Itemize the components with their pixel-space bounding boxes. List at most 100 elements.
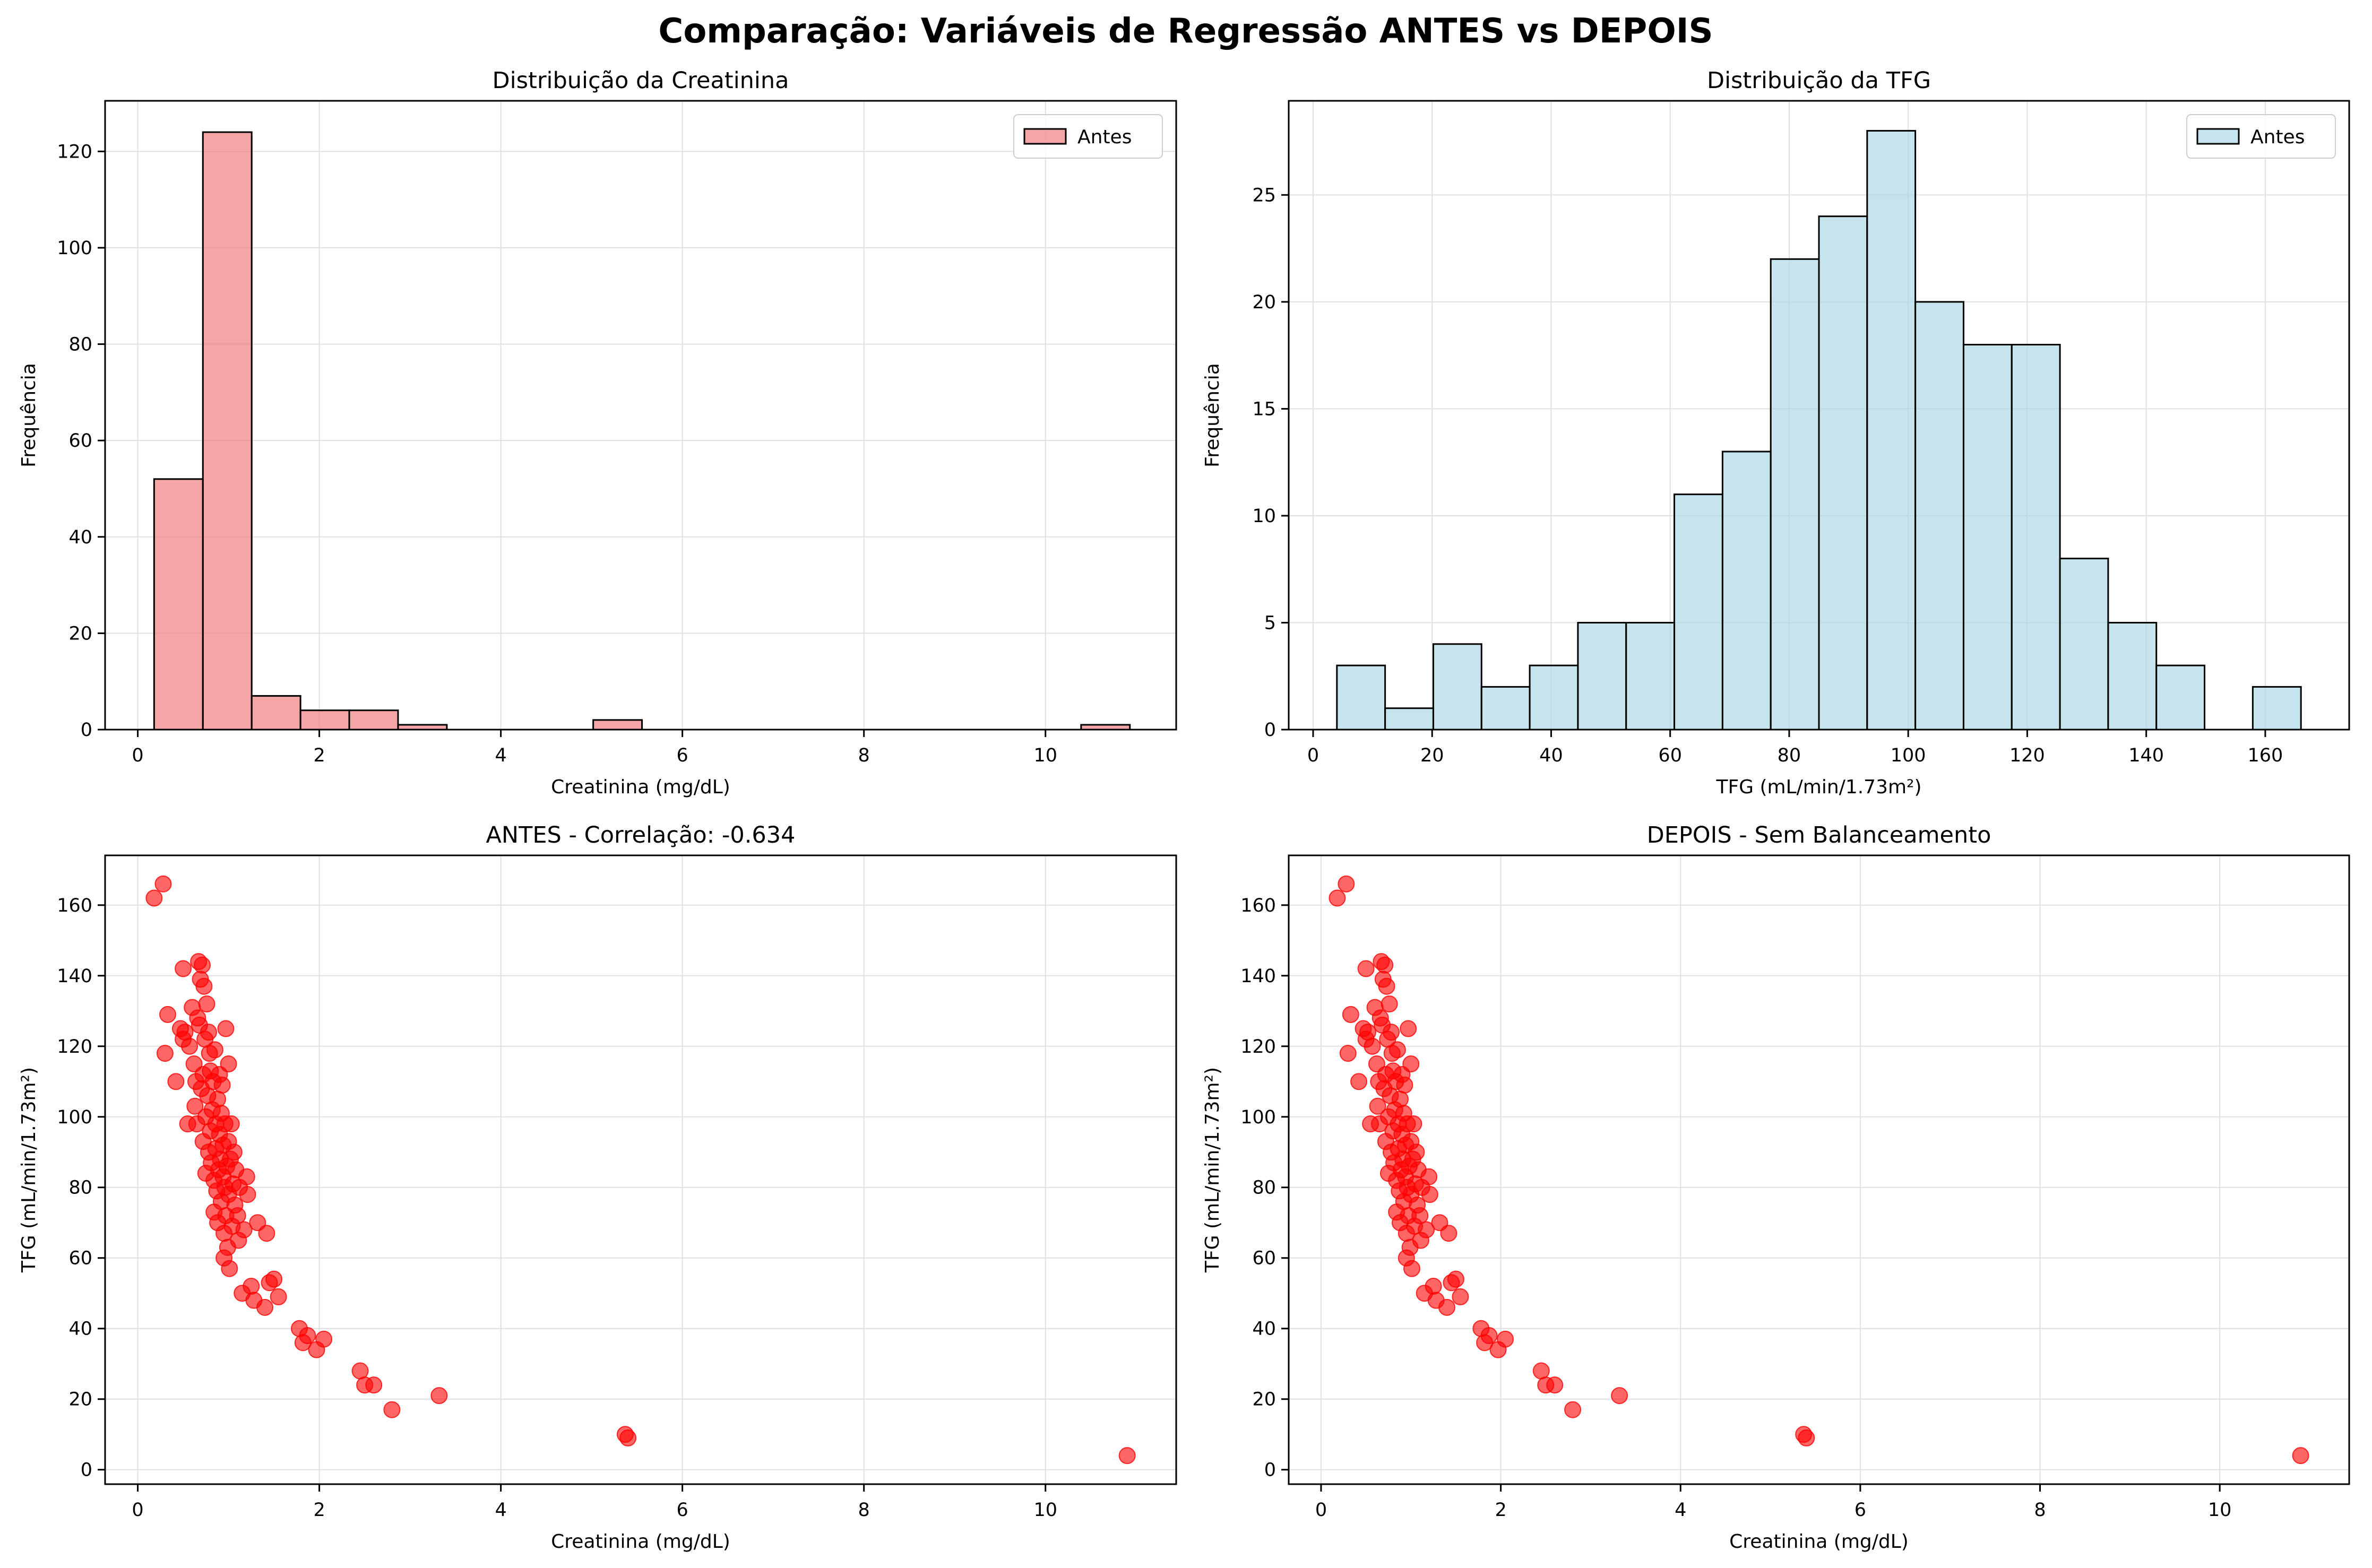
hist-tfg-bar [1529, 664, 1579, 730]
scatter-antes-point [200, 1024, 217, 1041]
scatter-depois-point [1396, 1076, 1413, 1094]
scatter-antes-ytick-label: 120 [57, 1036, 92, 1058]
scatter-antes-point [235, 1221, 253, 1238]
scatter-depois-point [1359, 1024, 1377, 1041]
hist-creat-ytick-label: 60 [68, 430, 92, 452]
hist-tfg-ytick-label: 15 [1252, 399, 1276, 420]
scatter-depois-ytick-label: 160 [1240, 895, 1276, 916]
hist-tfg-legend: Antes [2186, 114, 2336, 159]
hist-tfg-title: Distribuição da TFG [1707, 67, 1931, 94]
scatter-depois-plot-area [1329, 875, 2309, 1465]
scatter-antes-xtick-label: 6 [677, 1500, 688, 1521]
hist-tfg-bar [1384, 707, 1434, 730]
scatter-depois-point [1497, 1330, 1514, 1348]
scatter-antes-point [619, 1429, 637, 1446]
scatter-antes-point [256, 1298, 273, 1316]
scatter-depois-xtick-label: 0 [1315, 1500, 1327, 1521]
scatter-antes-point [186, 1097, 204, 1115]
scatter-antes-ytick-label: 100 [57, 1107, 92, 1128]
hist-creat-axes-frame [104, 100, 1177, 731]
scatter-depois-point [1329, 889, 1346, 907]
hist-creat-bar [1080, 724, 1131, 730]
hist-tfg-bar [1721, 451, 1772, 730]
scatter-antes-point [225, 1143, 243, 1161]
scatter-depois-point [1798, 1429, 1815, 1446]
scatter-depois-point [1388, 1041, 1406, 1059]
hist-tfg-bar [1962, 343, 2013, 730]
scatter-depois-point [1421, 1186, 1438, 1203]
scatter-depois-xtick-label: 10 [2208, 1500, 2232, 1521]
scatter-depois-point [1418, 1221, 1435, 1238]
scatter-antes-point [221, 1260, 238, 1277]
hist-tfg-xtick-label: 100 [1891, 745, 1926, 766]
scatter-antes-xtick-label: 10 [1033, 1500, 1057, 1521]
scatter-depois-axes-frame [1288, 854, 2350, 1485]
hist-creat-legend-swatch [1023, 128, 1067, 145]
scatter-antes-point [217, 1020, 235, 1037]
hist-tfg-panel: 0 20 40 60 80 100 120 140 160 0 5 10 15 20 25 Distribui… [1202, 67, 2350, 798]
hist-tfg-bar [2155, 664, 2206, 730]
scatter-antes-point [206, 1041, 223, 1059]
hist-tfg-bar [2059, 558, 2109, 730]
scatter-depois-ytick-label: 120 [1240, 1036, 1276, 1058]
scatter-depois-point [2292, 1447, 2309, 1465]
hist-tfg-bar [1770, 258, 1820, 730]
hist-tfg-axes-frame [1288, 100, 2350, 731]
scatter-antes-point [220, 1055, 237, 1073]
scatter-depois-ylabel: TFG (mL/min/1.73m²) [1202, 1067, 1223, 1273]
scatter-antes-point [238, 1168, 255, 1185]
scatter-depois-ytick-label: 40 [1252, 1319, 1276, 1340]
scatter-antes-point [222, 1115, 240, 1133]
hist-tfg-bar [1866, 129, 1917, 730]
hist-tfg-xtick-label: 120 [2009, 745, 2045, 766]
scatter-antes-xtick-label: 8 [858, 1500, 870, 1521]
scatter-depois-point [1411, 1207, 1429, 1224]
hist-creat-bar [251, 695, 301, 730]
hist-tfg-xtick-label: 60 [1658, 745, 1682, 766]
hist-creat-bar [299, 709, 350, 730]
scatter-depois-point [1438, 1298, 1456, 1316]
hist-tfg-bar [1625, 621, 1676, 730]
scatter-depois-ytick-label: 80 [1252, 1177, 1276, 1199]
scatter-depois-point [1364, 1037, 1381, 1055]
hist-tfg-xtick-label: 0 [1307, 745, 1319, 766]
hist-tfg-bar [2107, 621, 2158, 730]
hist-tfg-ytick-label: 10 [1252, 506, 1276, 527]
scatter-antes-ylabel: TFG (mL/min/1.73m²) [18, 1067, 40, 1273]
hist-tfg-bar [1818, 215, 1868, 730]
scatter-antes-point [175, 960, 192, 977]
scatter-antes-point [1118, 1447, 1136, 1465]
scatter-antes-ytick-label: 160 [57, 895, 92, 916]
hist-tfg-bar [1336, 664, 1386, 730]
scatter-antes-point [145, 889, 163, 907]
hist-creat-xlabel: Creatinina (mg/dL) [551, 776, 730, 798]
hist-creat-ytick-label: 120 [57, 141, 92, 162]
scatter-depois-point [1391, 1090, 1409, 1108]
hist-creat-xtick-label: 0 [132, 745, 143, 766]
scatter-antes-point [156, 1045, 174, 1062]
scatter-depois-point [1402, 1055, 1420, 1073]
scatter-depois-point [1440, 1225, 1457, 1242]
scatter-depois-xlabel: Creatinina (mg/dL) [1729, 1531, 1909, 1553]
scatter-antes-title: ANTES - Correlação: -0.634 [486, 822, 796, 848]
scatter-depois-point [1378, 977, 1395, 995]
scatter-depois-ytick-label: 60 [1252, 1248, 1276, 1269]
scatter-antes-point [154, 875, 172, 893]
scatter-antes-point [229, 1207, 246, 1224]
hist-tfg-bar [1914, 301, 1964, 730]
scatter-antes-point [176, 1024, 194, 1041]
hist-creat-plot-area [153, 131, 1131, 730]
hist-tfg-xtick-label: 20 [1420, 745, 1444, 766]
scatter-antes-ytick-label: 80 [68, 1177, 92, 1199]
scatter-antes-point [265, 1270, 283, 1288]
hist-tfg-plot-area [1336, 129, 2302, 730]
scatter-antes-point [315, 1330, 333, 1348]
hist-tfg-xtick-label: 140 [2128, 745, 2164, 766]
scatter-antes-point [243, 1277, 260, 1295]
scatter-depois-point [1342, 1006, 1359, 1023]
scatter-depois-point [1452, 1288, 1469, 1305]
hist-creat-bar [397, 724, 448, 730]
scatter-depois-point [1376, 956, 1394, 974]
